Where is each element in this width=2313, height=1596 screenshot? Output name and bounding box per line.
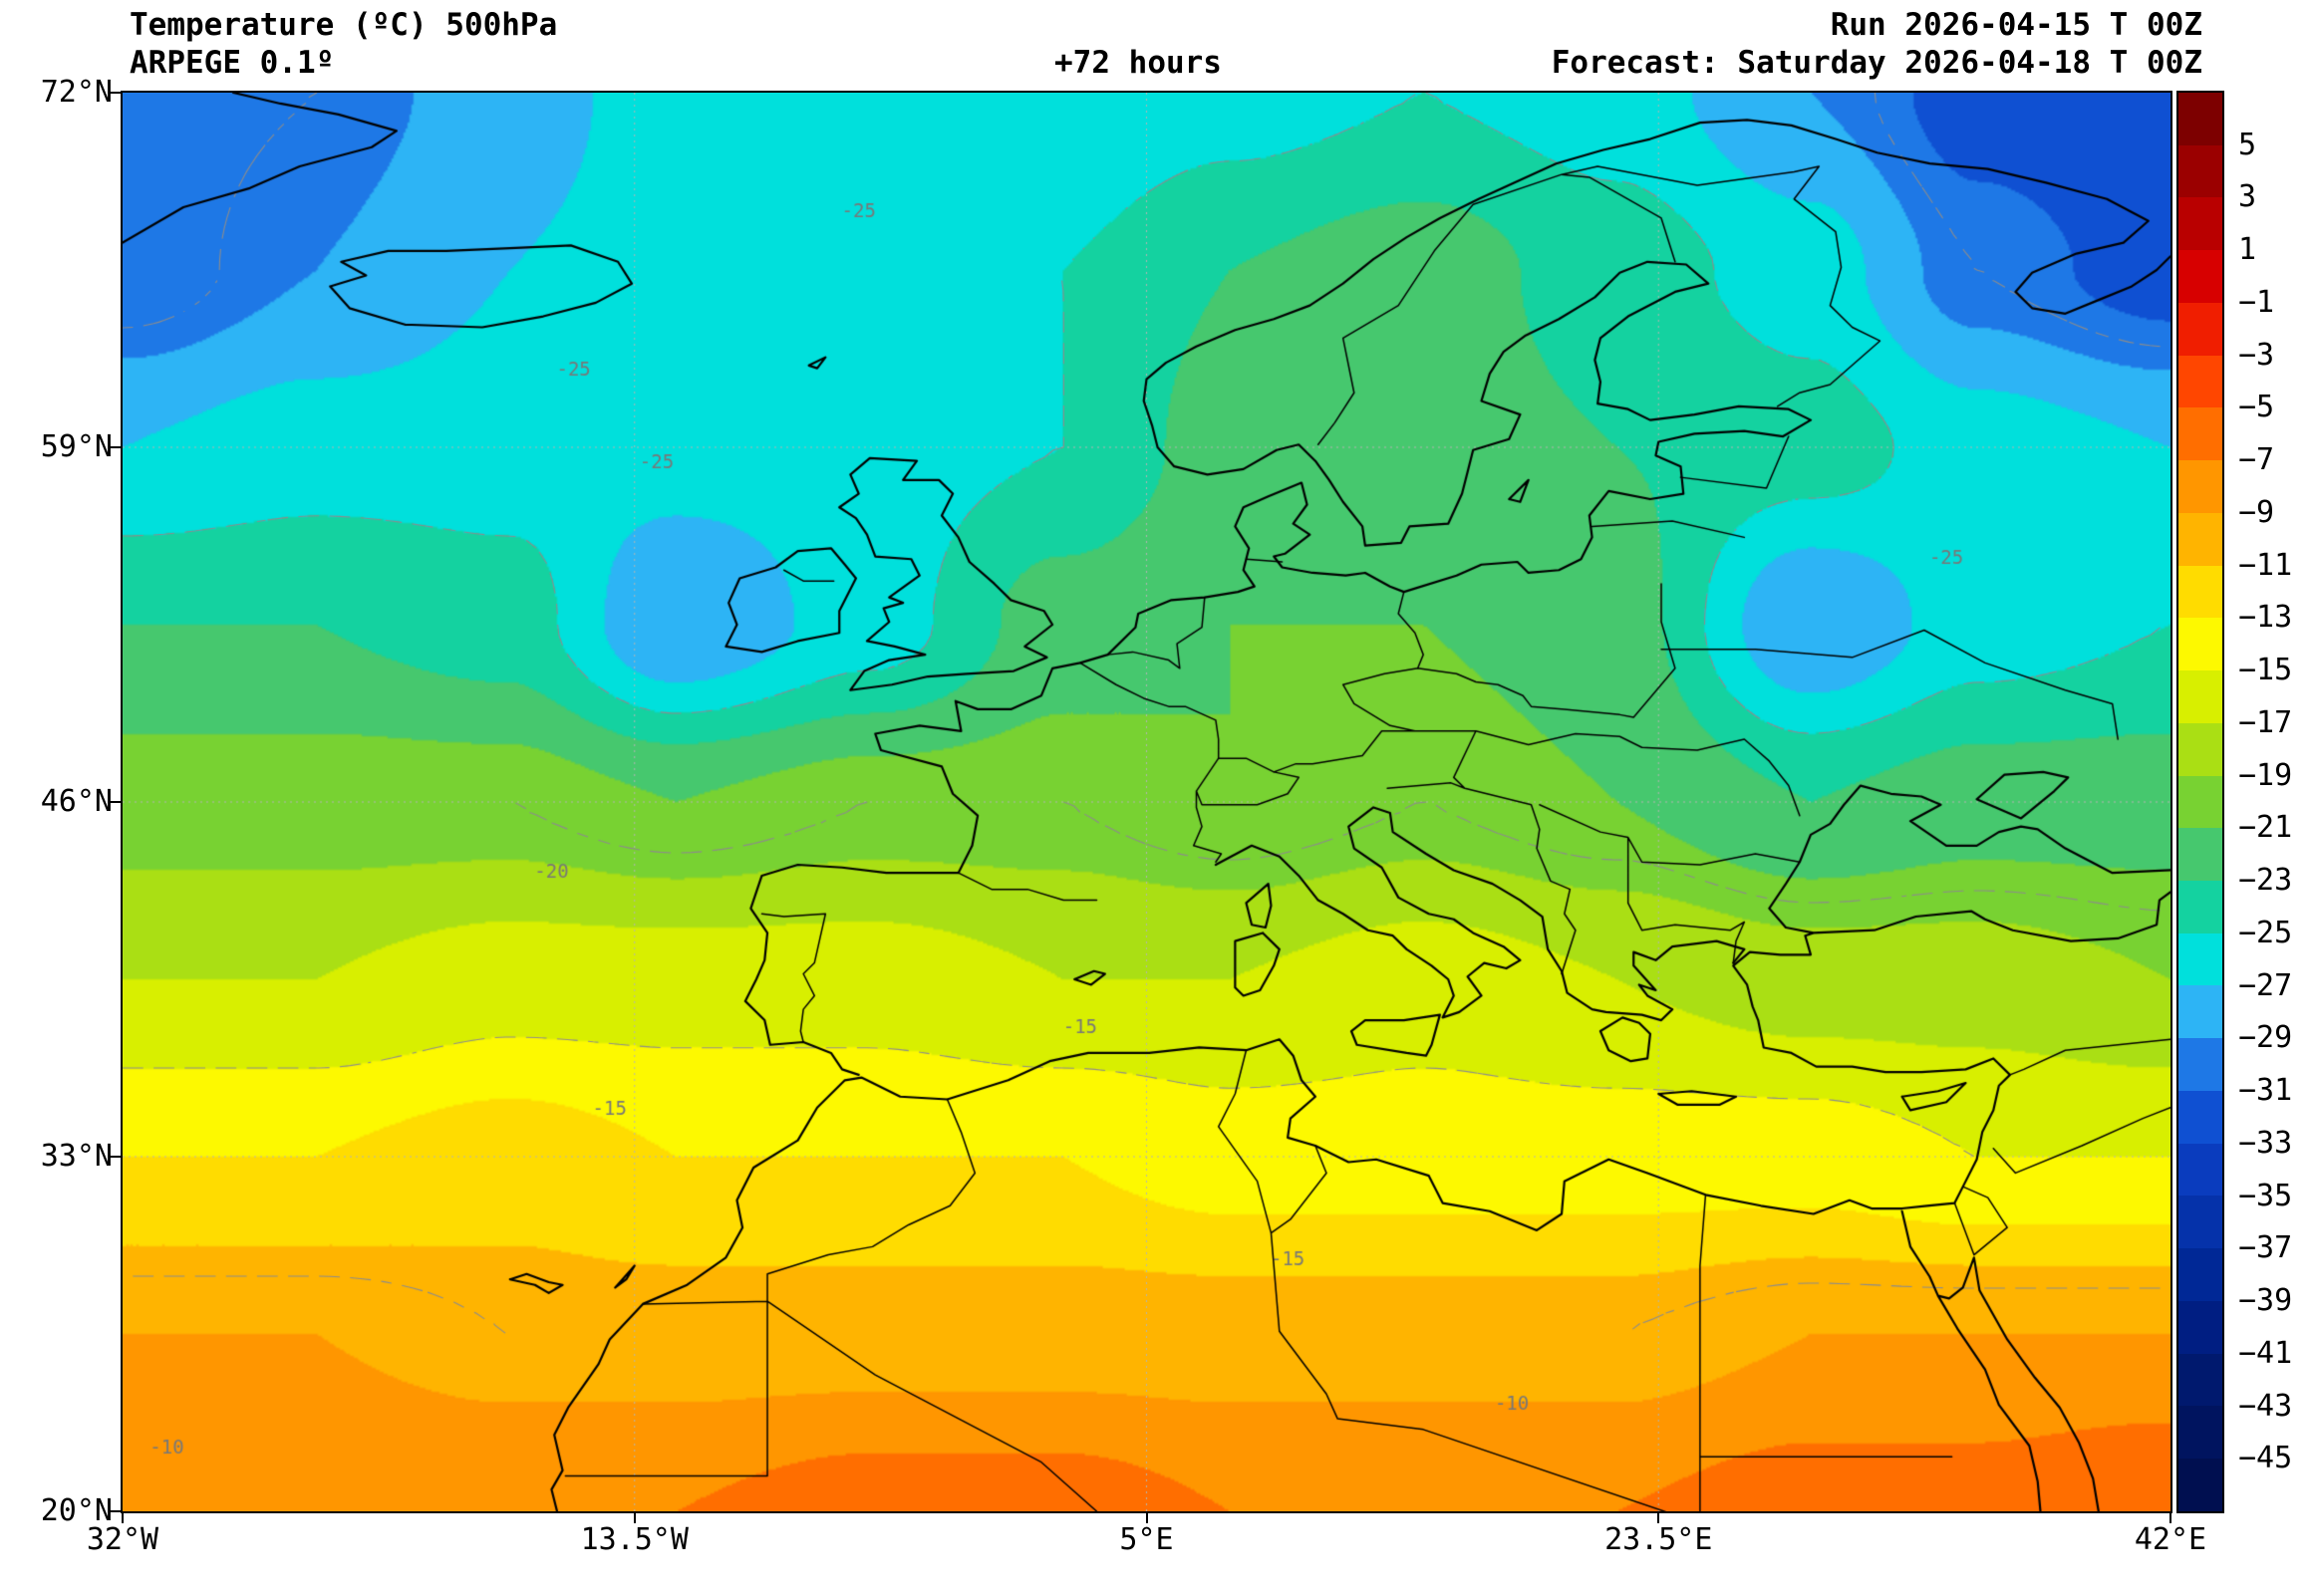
colorbar-segment xyxy=(2178,618,2222,671)
colorbar-tick-label: −3 xyxy=(2238,337,2275,373)
colorbar-segment xyxy=(2178,302,2222,356)
lat-tick-label: 33°N xyxy=(40,1139,113,1174)
colorbar-segment xyxy=(2178,1406,2222,1460)
colorbar-tick-label: −1 xyxy=(2238,284,2275,320)
colorbar-segment xyxy=(2178,144,2222,198)
colorbar xyxy=(2176,91,2224,1513)
colorbar-segment xyxy=(2178,355,2222,408)
colorbar-tick-label: −27 xyxy=(2238,967,2293,1003)
colorbar-segment xyxy=(2178,828,2222,882)
run-label: Run 2026-04-15 T 00Z xyxy=(1830,7,2202,43)
colorbar-segment xyxy=(2178,1038,2222,1091)
colorbar-tick-label: −39 xyxy=(2238,1283,2293,1319)
colorbar-segment xyxy=(2178,1300,2222,1354)
colorbar-tick-label: −13 xyxy=(2238,600,2293,636)
colorbar-segment xyxy=(2178,565,2222,619)
chart-title: Temperature (ºC) 500hPa xyxy=(130,7,558,43)
colorbar-tick-label: −11 xyxy=(2238,547,2293,583)
lon-tick-label: 32°W xyxy=(86,1522,159,1557)
colorbar-tick-label: −45 xyxy=(2238,1441,2293,1476)
lon-tick-label: 13.5°W xyxy=(580,1522,689,1557)
colorbar-tick-label: −7 xyxy=(2238,442,2275,478)
colorbar-tick-label: −29 xyxy=(2238,1020,2293,1056)
lat-tick-label: 20°N xyxy=(40,1493,113,1528)
colorbar-segment xyxy=(2178,1143,2222,1197)
colorbar-segment xyxy=(2178,197,2222,251)
colorbar-segment xyxy=(2178,722,2222,776)
colorbar-segment xyxy=(2178,93,2222,145)
colorbar-segment xyxy=(2178,670,2222,723)
colorbar-segment xyxy=(2178,1353,2222,1407)
colorbar-segment xyxy=(2178,1090,2222,1144)
colorbar-tick-label: −17 xyxy=(2238,704,2293,740)
colorbar-segment xyxy=(2178,985,2222,1039)
model-label: ARPEGE 0.1º xyxy=(130,45,335,81)
colorbar-tick-label: −31 xyxy=(2238,1073,2293,1109)
colorbar-segment xyxy=(2178,250,2222,303)
lat-tick-label: 72°N xyxy=(40,75,113,110)
lat-tick-label: 46°N xyxy=(40,784,113,819)
lat-tick-mark xyxy=(109,1156,121,1158)
lat-tick-label: 59°N xyxy=(40,429,113,464)
colorbar-segment xyxy=(2178,1459,2222,1511)
colorbar-segment xyxy=(2178,932,2222,986)
lead-time-label: +72 hours xyxy=(1054,45,1222,81)
forecast-label: Forecast: Saturday 2026-04-18 T 00Z xyxy=(1551,45,2202,81)
colorbar-tick-label: −43 xyxy=(2238,1388,2293,1424)
colorbar-segment xyxy=(2178,512,2222,566)
colorbar-segment xyxy=(2178,407,2222,461)
lat-tick-mark xyxy=(109,92,121,94)
lon-tick-mark xyxy=(1145,1513,1148,1523)
colorbar-tick-label: 3 xyxy=(2238,179,2257,215)
colorbar-tick-label: −9 xyxy=(2238,494,2275,530)
lon-tick-mark xyxy=(2169,1513,2171,1523)
lon-tick-label: 5°E xyxy=(1119,1522,1174,1557)
colorbar-tick-label: −33 xyxy=(2238,1125,2293,1161)
colorbar-segment xyxy=(2178,1196,2222,1249)
colorbar-tick-label: −25 xyxy=(2238,915,2293,950)
colorbar-tick-label: −21 xyxy=(2238,810,2293,846)
lat-tick-mark xyxy=(109,446,121,448)
colorbar-tick-label: −41 xyxy=(2238,1335,2293,1371)
colorbar-segment xyxy=(2178,460,2222,513)
lon-tick-mark xyxy=(122,1513,124,1523)
lon-tick-label: 23.5°E xyxy=(1604,1522,1713,1557)
colorbar-tick-label: −37 xyxy=(2238,1230,2293,1266)
colorbar-tick-label: −23 xyxy=(2238,863,2293,899)
lat-tick-mark xyxy=(109,1510,121,1512)
colorbar-tick-label: 1 xyxy=(2238,232,2257,268)
temperature-map-canvas xyxy=(123,93,2170,1511)
lat-tick-mark xyxy=(109,801,121,803)
colorbar-segment xyxy=(2178,775,2222,829)
colorbar-tick-label: −35 xyxy=(2238,1178,2293,1213)
map-plot-area xyxy=(121,91,2172,1513)
colorbar-tick-label: −15 xyxy=(2238,653,2293,688)
lon-tick-mark xyxy=(633,1513,636,1523)
lon-tick-label: 42°E xyxy=(2134,1522,2207,1557)
colorbar-tick-label: −19 xyxy=(2238,757,2293,793)
lon-tick-mark xyxy=(1657,1513,1660,1523)
colorbar-tick-label: −5 xyxy=(2238,390,2275,425)
colorbar-segment xyxy=(2178,881,2222,933)
colorbar-segment xyxy=(2178,1248,2222,1301)
colorbar-tick-label: 5 xyxy=(2238,127,2257,162)
